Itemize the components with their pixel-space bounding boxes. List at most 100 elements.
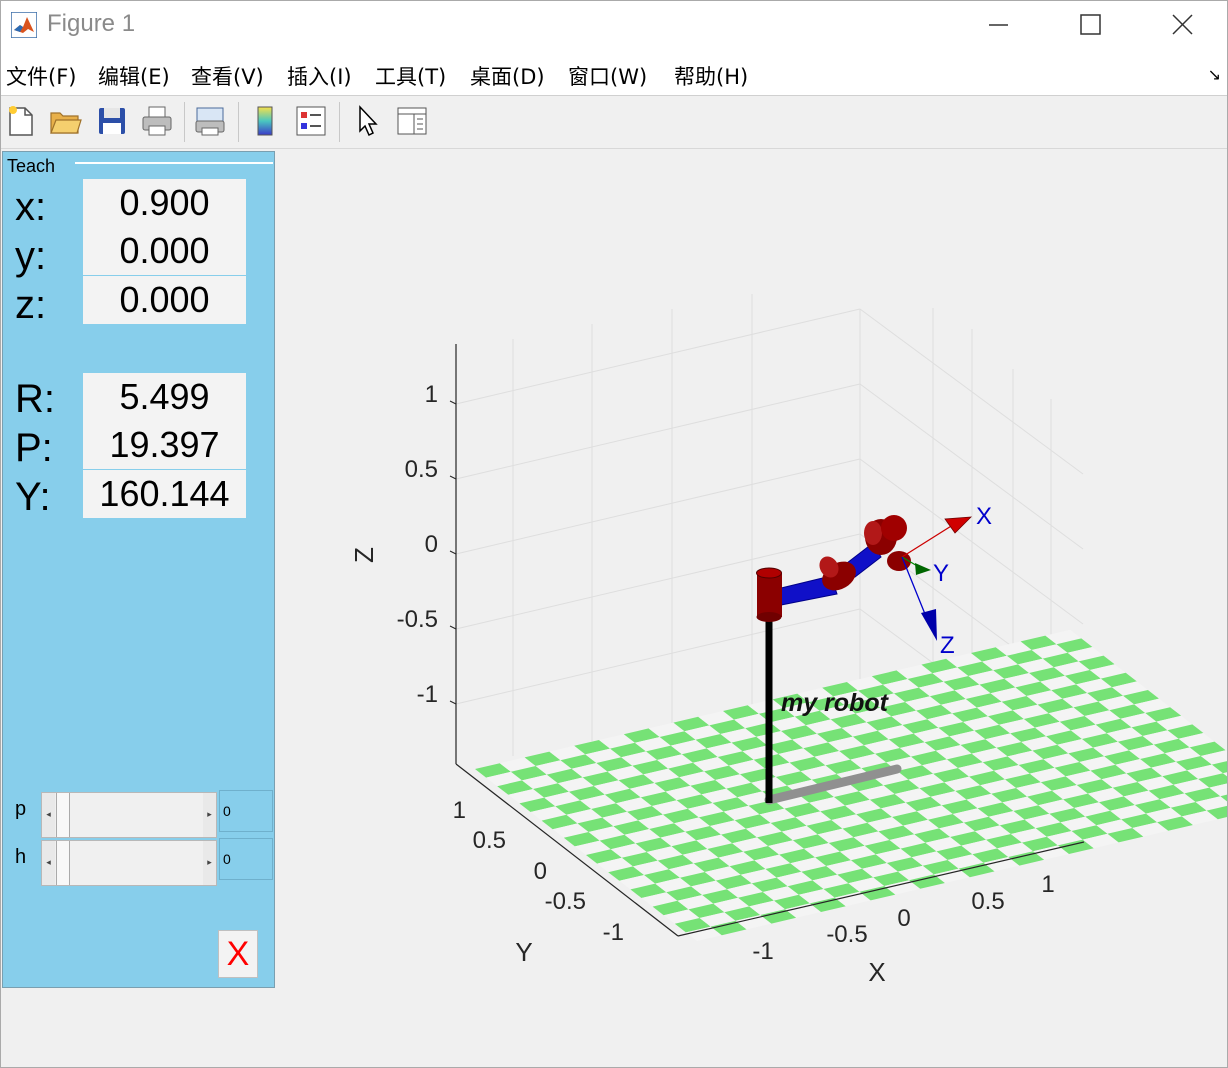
floor-tile (720, 728, 757, 743)
x-axis-ticks: -1 -0.5 0 0.5 1 (752, 871, 1054, 965)
close-teach-button[interactable]: X (218, 930, 258, 978)
floor-tile (688, 903, 725, 918)
floor-tile (871, 670, 908, 685)
floor-tile (499, 757, 536, 772)
floor-tile (922, 759, 958, 774)
robot-model[interactable] (756, 515, 912, 803)
floor-tile (533, 783, 569, 798)
floor-tile (977, 802, 1014, 817)
save-icon[interactable] (95, 104, 129, 138)
floor-tile (882, 679, 919, 694)
print-icon[interactable] (140, 104, 174, 138)
floor-tile (1140, 753, 1176, 768)
floor-tile (928, 814, 964, 829)
floor-tile (993, 664, 1030, 679)
floor-tile (902, 719, 939, 734)
toolbar (1, 96, 1227, 149)
open-folder-icon[interactable] (48, 104, 82, 138)
floor-tile (806, 820, 843, 835)
floor-tile (1043, 753, 1080, 768)
slider-left-arrow-icon[interactable]: ◂ (42, 841, 55, 885)
floor-tile (599, 834, 636, 850)
floor-tile (633, 860, 669, 875)
floor-tile (822, 782, 859, 797)
floor-tile (909, 874, 945, 889)
dock-arrow-icon[interactable]: ↘ (1207, 65, 1221, 84)
edit-plot-pointer-icon[interactable] (351, 104, 385, 138)
minimize-button[interactable] (975, 1, 1021, 49)
menu-desktop[interactable]: 桌面(D) (470, 65, 545, 89)
slider-h[interactable]: ◂ ▸ (41, 840, 217, 886)
floor-tile (817, 828, 854, 843)
floor-tile (635, 837, 672, 852)
floor-tile (900, 842, 937, 858)
slider-p[interactable]: ◂ ▸ (41, 792, 217, 838)
print-preview-icon[interactable] (193, 104, 227, 138)
floor-tile (668, 762, 705, 778)
slider-p-value[interactable]: 0 (219, 790, 273, 832)
floor-tile (710, 920, 747, 936)
pitch-label: P: (15, 426, 53, 470)
floor-tile (1082, 733, 1118, 748)
colorbar-icon[interactable] (249, 104, 283, 138)
floor-tile (960, 739, 997, 754)
floor-tile (905, 796, 942, 812)
slider-h-value[interactable]: 0 (219, 838, 273, 880)
menu-file[interactable]: 文件(F) (6, 65, 77, 89)
floor-tile (1031, 644, 1068, 659)
menu-help[interactable]: 帮助(H) (674, 65, 749, 89)
slider-thumb[interactable] (56, 841, 70, 885)
floor-tile (751, 877, 788, 892)
slider-right-arrow-icon[interactable]: ▸ (203, 841, 216, 885)
floor-tile (1068, 747, 1105, 762)
slider-left-arrow-icon[interactable]: ◂ (42, 793, 55, 837)
menu-tools[interactable]: 工具(T) (375, 65, 447, 89)
floor-tile (1101, 773, 1138, 788)
maximize-button[interactable] (1067, 1, 1113, 49)
floor-tile (946, 753, 983, 768)
floor-tile (781, 725, 817, 740)
floor-tile (919, 782, 956, 797)
floor-tile (1020, 635, 1057, 650)
floor-tile (767, 739, 804, 754)
floor-tile (844, 699, 881, 714)
slider-right-arrow-icon[interactable]: ▸ (203, 793, 216, 837)
floor-tile (740, 869, 777, 884)
floor-tile (950, 831, 987, 846)
property-editor-icon[interactable] (395, 104, 429, 138)
floor-tile (783, 702, 820, 717)
floor-tile (749, 900, 786, 915)
floor-tile (770, 716, 806, 731)
floor-tile (1109, 704, 1146, 719)
floor-tile (1013, 805, 1050, 820)
floor-tile (880, 702, 917, 717)
floor-tile (690, 780, 727, 795)
slider-h-label: h (15, 846, 27, 868)
floor-tile (1015, 681, 1052, 696)
slider-thumb[interactable] (56, 793, 70, 837)
y-frame-arrow-icon (915, 563, 931, 575)
floor-tile (1142, 730, 1179, 745)
floor-tile (535, 760, 572, 775)
floor-tile (817, 728, 853, 743)
floor-tile (729, 860, 766, 875)
x-tick-label: -0.5 (826, 921, 867, 948)
menu-window[interactable]: 窗口(W) (568, 65, 648, 89)
close-window-button[interactable] (1159, 1, 1205, 49)
floor-tile (941, 799, 978, 814)
menu-insert[interactable]: 插入(I) (287, 65, 352, 89)
floor-tile (784, 802, 821, 818)
floor-tile (1035, 721, 1071, 737)
floor-tile (877, 725, 914, 740)
menu-edit[interactable]: 编辑(E) (98, 65, 170, 89)
new-figure-icon[interactable] (4, 104, 38, 138)
floor-tile (773, 794, 810, 809)
floor-tile (1049, 808, 1086, 823)
floor-tile (666, 886, 703, 901)
floor-tile (999, 719, 1035, 734)
floor-tile (976, 701, 1013, 717)
legend-icon[interactable] (294, 104, 328, 138)
floor-tile (921, 658, 958, 674)
menu-view[interactable]: 查看(V) (191, 65, 264, 89)
